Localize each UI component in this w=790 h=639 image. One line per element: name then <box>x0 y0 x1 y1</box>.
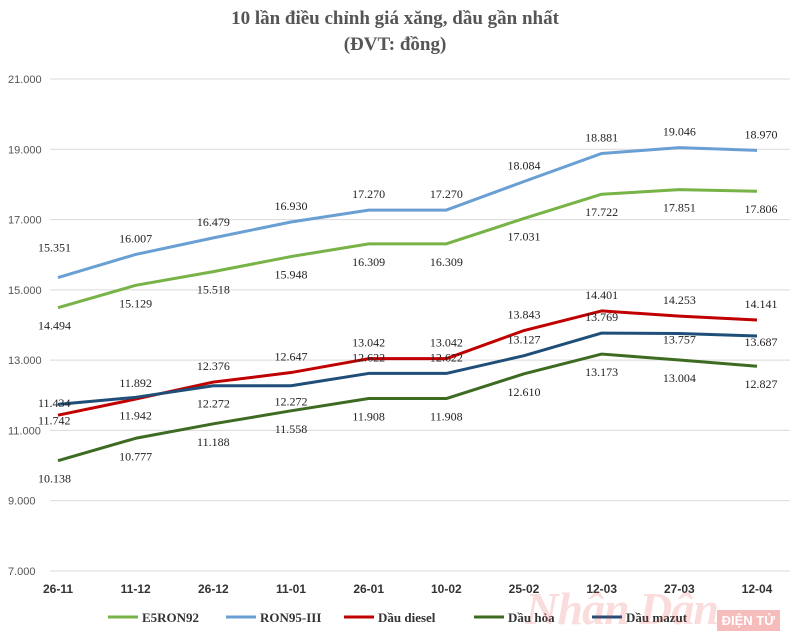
data-label: 11.908 <box>430 410 463 424</box>
data-label: 11.942 <box>119 408 152 422</box>
data-label: 11.908 <box>352 410 385 424</box>
series-line-d-u-h-a <box>57 352 758 463</box>
data-label: 11.742 <box>38 413 71 427</box>
data-label: 16.479 <box>197 215 230 229</box>
data-label: 17.031 <box>508 229 541 243</box>
x-tick-label: 12-03 <box>586 582 617 596</box>
data-label: 14.253 <box>663 293 696 307</box>
y-tick-label: 15.000 <box>8 285 42 297</box>
x-tick-label: 11-12 <box>121 582 151 596</box>
data-label: 12.376 <box>197 359 230 373</box>
x-tick-label: 25-02 <box>509 582 540 596</box>
data-label: 13.769 <box>585 310 618 324</box>
data-label: 17.722 <box>585 205 618 219</box>
data-label: 14.494 <box>38 319 71 333</box>
data-label: 18.881 <box>585 130 618 144</box>
data-label: 11.558 <box>275 422 308 436</box>
legend-label: Dầu mazut <box>626 610 688 625</box>
y-tick-label: 9.000 <box>8 496 36 508</box>
y-tick-label: 7.000 <box>8 566 36 578</box>
data-label: 13.042 <box>430 336 463 350</box>
data-label: 12.272 <box>197 397 230 411</box>
data-label: 18.084 <box>508 158 541 172</box>
data-label: 15.351 <box>38 241 71 255</box>
watermark-logo: Nhân Dân <box>525 583 719 634</box>
data-label: 13.687 <box>745 335 778 349</box>
data-label: 17.806 <box>745 202 778 216</box>
data-label: 13.843 <box>508 308 541 322</box>
chart-subtitle: (ĐVT: đồng) <box>343 34 447 55</box>
x-tick-label: 10-02 <box>431 582 462 596</box>
data-label: 10.138 <box>38 472 71 486</box>
data-label: 11.892 <box>119 376 152 390</box>
data-label: 12.647 <box>275 350 308 364</box>
data-label: 12.272 <box>275 395 308 409</box>
x-tick-label: 26-01 <box>353 582 384 596</box>
data-label: 19.046 <box>663 125 696 139</box>
x-tick-label: 12-04 <box>742 582 773 596</box>
data-label: 17.270 <box>352 187 385 201</box>
data-label: 12.622 <box>352 350 385 364</box>
data-label: 11.188 <box>197 435 230 449</box>
data-label: 17.270 <box>430 187 463 201</box>
x-tick-label: 11-01 <box>276 582 306 596</box>
data-label: 16.309 <box>352 255 385 269</box>
data-label: 13.757 <box>663 333 696 347</box>
y-tick-label: 11.000 <box>8 425 41 437</box>
data-label: 16.007 <box>119 231 152 245</box>
series-line-ron95-iii <box>57 146 758 279</box>
data-label: 13.004 <box>663 371 696 385</box>
data-label: 13.042 <box>352 336 385 350</box>
data-label: 15.948 <box>275 268 308 282</box>
data-label: 14.141 <box>745 297 778 311</box>
series-line-d-u-mazut <box>57 331 758 406</box>
data-label: 10.777 <box>119 449 152 463</box>
legend-label: E5RON92 <box>142 610 199 625</box>
series-line-e5ron92 <box>57 188 758 310</box>
chart-title: 10 lần điều chỉnh giá xăng, dầu gần nhất <box>231 8 559 29</box>
data-label: 12.827 <box>745 377 778 391</box>
data-label: 12.622 <box>430 350 463 364</box>
legend-label: RON95-III <box>260 610 321 625</box>
data-label: 16.309 <box>430 255 463 269</box>
legend-label: Dầu hỏa <box>508 610 555 625</box>
x-tick-label: 27-03 <box>664 582 695 596</box>
y-tick-label: 19.000 <box>8 144 42 156</box>
data-label: 18.970 <box>745 127 778 141</box>
data-label: 16.930 <box>275 199 308 213</box>
data-label: 12.610 <box>508 385 541 399</box>
x-tick-label: 26-12 <box>198 582 229 596</box>
data-label: 17.851 <box>663 201 696 215</box>
x-tick-label: 26-11 <box>43 582 73 596</box>
y-tick-label: 21.000 <box>8 74 42 86</box>
data-label: 13.173 <box>585 365 618 379</box>
data-label: 11.434 <box>38 396 71 410</box>
data-label: 15.129 <box>119 296 152 310</box>
y-tick-label: 13.000 <box>8 355 42 367</box>
watermark-badge: ĐIỆN TỬ <box>716 610 780 631</box>
data-label: 15.518 <box>197 283 230 297</box>
data-label: 14.401 <box>585 288 618 302</box>
data-label: 13.127 <box>508 333 541 347</box>
y-tick-label: 17.000 <box>8 215 42 227</box>
legend-label: Dầu diesel <box>378 610 436 625</box>
